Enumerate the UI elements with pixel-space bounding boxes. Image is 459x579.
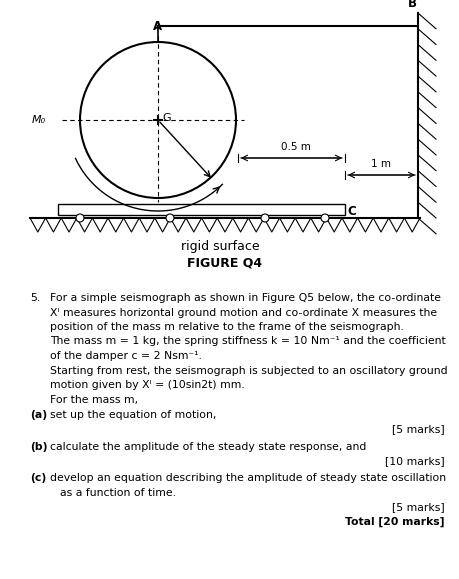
Text: 0.5 m: 0.5 m — [280, 142, 310, 152]
Text: 5.: 5. — [30, 293, 40, 303]
Text: motion given by Xᴵ = (10sin2t) mm.: motion given by Xᴵ = (10sin2t) mm. — [50, 380, 244, 390]
Text: [5 marks]: [5 marks] — [392, 502, 444, 512]
Text: M₀: M₀ — [32, 115, 46, 125]
Text: FIGURE Q4: FIGURE Q4 — [187, 257, 262, 270]
Text: set up the equation of motion,: set up the equation of motion, — [50, 410, 216, 420]
Circle shape — [260, 214, 269, 222]
Text: as a function of time.: as a function of time. — [60, 488, 176, 497]
Text: [5 marks]: [5 marks] — [392, 424, 444, 434]
Text: [10 marks]: [10 marks] — [385, 456, 444, 466]
Text: (c): (c) — [30, 473, 46, 483]
Circle shape — [320, 214, 328, 222]
Text: The mass m = 1 kg, the spring stiffness k = 10 Nm⁻¹ and the coefficient: The mass m = 1 kg, the spring stiffness … — [50, 336, 445, 346]
Circle shape — [76, 214, 84, 222]
Text: Xᴵ measures horizontal ground motion and co-ordinate X measures the: Xᴵ measures horizontal ground motion and… — [50, 307, 436, 317]
Text: C: C — [346, 205, 355, 218]
Text: rigid surface: rigid surface — [180, 240, 259, 253]
Text: (a): (a) — [30, 410, 47, 420]
Text: For a simple seismograph as shown in Figure Q5 below, the co-ordinate: For a simple seismograph as shown in Fig… — [50, 293, 440, 303]
Bar — [58, 204, 344, 215]
Text: develop an equation describing the amplitude of steady state oscillation: develop an equation describing the ampli… — [50, 473, 445, 483]
Text: calculate the amplitude of the steady state response, and: calculate the amplitude of the steady st… — [50, 442, 365, 452]
Text: of the damper c = 2 Nsm⁻¹.: of the damper c = 2 Nsm⁻¹. — [50, 351, 202, 361]
Text: Starting from rest, the seismograph is subjected to an oscillatory ground: Starting from rest, the seismograph is s… — [50, 365, 447, 376]
Text: G: G — [162, 113, 170, 123]
Text: A: A — [153, 20, 162, 33]
Text: Total [20 marks]: Total [20 marks] — [345, 517, 444, 527]
Circle shape — [80, 42, 235, 198]
Text: (b): (b) — [30, 442, 47, 452]
Text: 1 m: 1 m — [371, 159, 391, 169]
Circle shape — [166, 214, 174, 222]
Text: B: B — [407, 0, 416, 10]
Text: position of the mass m relative to the frame of the seismograph.: position of the mass m relative to the f… — [50, 322, 403, 332]
Text: For the mass m,: For the mass m, — [50, 394, 138, 405]
